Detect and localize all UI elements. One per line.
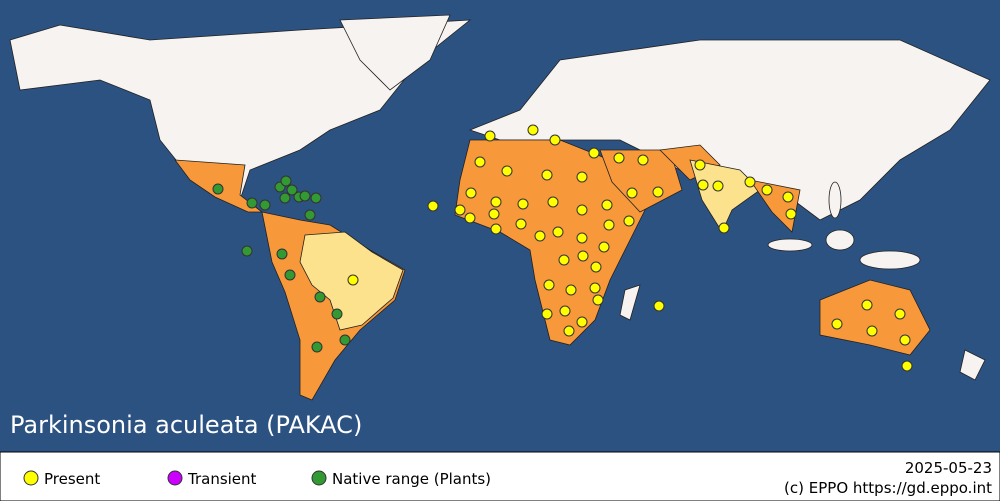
present-markers [347, 124, 913, 372]
legend-swatch [23, 470, 39, 486]
legend-label: Native range (Plants) [332, 470, 491, 488]
legend-swatch [311, 470, 327, 486]
credit: (c) EPPO https://gd.eppo.int [784, 479, 992, 497]
map-title: Parkinsonia aculeata (PAKAC) [10, 411, 362, 439]
native-markers [212, 175, 351, 353]
land [9, 14, 991, 401]
date: 2025-05-23 [905, 459, 992, 477]
legend-label: Transient [187, 470, 257, 488]
legend-swatch [167, 470, 183, 486]
legend-panel [0, 451, 1000, 501]
legend-label: Present [44, 470, 100, 488]
